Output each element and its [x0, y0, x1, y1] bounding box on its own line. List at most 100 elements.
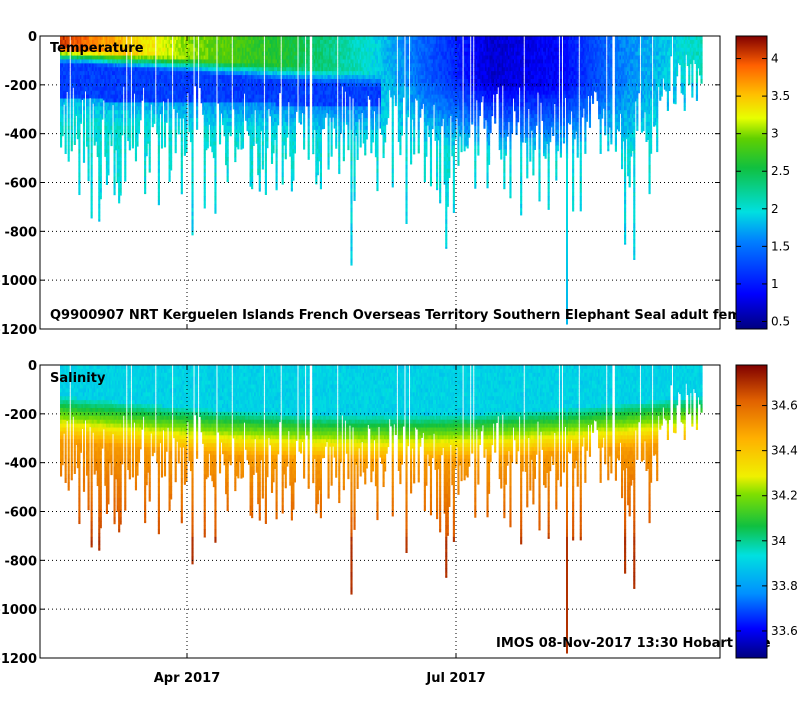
temperature-cell: [78, 134, 80, 138]
temperature-cell: [153, 59, 155, 63]
temperature-cell: [170, 141, 172, 145]
temperature-cell: [335, 141, 337, 145]
temperature-cell: [303, 91, 305, 95]
temperature-cell: [343, 126, 345, 130]
temperature-cell: [259, 173, 261, 177]
temperature-cell: [214, 169, 216, 173]
temperature-cell: [265, 181, 267, 185]
temperature-cell: [191, 99, 193, 103]
temperature-cell: [262, 145, 264, 149]
temperature-cell: [71, 149, 73, 151]
temperature-cell: [262, 36, 264, 40]
temperature-cell: [165, 102, 167, 106]
temperature-cell: [98, 200, 100, 204]
temperature-cell: [286, 110, 288, 114]
temperature-cell: [153, 44, 155, 48]
temperature-cell: [343, 141, 345, 145]
temperature-cell: [286, 106, 288, 110]
temperature-cell: [71, 141, 73, 145]
temperature-cell: [320, 141, 322, 145]
temperature-cell: [91, 196, 93, 200]
temperature-cell: [139, 106, 141, 110]
temperature-cell: [71, 102, 73, 106]
temperature-cell: [62, 110, 64, 114]
temperature-cell: [124, 114, 126, 118]
temperature-cell: [68, 56, 70, 60]
temperature-cell: [62, 126, 64, 130]
temperature-cell: [207, 145, 209, 148]
temperature-cell: [101, 118, 103, 120]
temperature-cell: [60, 138, 62, 142]
temperature-cell: [328, 161, 330, 165]
temperature-cell: [100, 196, 102, 199]
temperature-cell: [83, 134, 85, 138]
temperature-cell: [144, 157, 146, 161]
temperature-cell: [282, 157, 284, 161]
temperature-cell: [129, 79, 131, 83]
temperature-cell: [132, 102, 134, 106]
temperature-cell: [340, 122, 342, 126]
temperature-cell: [347, 138, 349, 142]
temperature-cell: [214, 196, 216, 200]
temperature-cell: [100, 192, 102, 196]
temperature-cell: [350, 134, 352, 138]
temperature-cell: [343, 138, 345, 142]
temperature-cell: [340, 110, 342, 114]
temperature-cell: [335, 118, 337, 122]
temperature-cell: [100, 161, 102, 165]
temperature-cell: [196, 52, 198, 56]
temperature-cell: [350, 208, 352, 212]
temperature-cell: [259, 141, 261, 145]
temperature-cell: [295, 67, 297, 71]
temperature-cell: [308, 102, 310, 106]
temperature-cell: [338, 138, 340, 142]
temperature-cell: [164, 141, 166, 145]
temperature-cell: [259, 138, 261, 142]
temperature-cell: [253, 110, 255, 114]
temperature-cell: [338, 149, 340, 153]
temperature-cell: [214, 212, 216, 214]
temperature-cell: [276, 188, 278, 190]
temperature-cell: [286, 122, 288, 126]
temperature-cell: [153, 71, 155, 75]
temperature-cell: [350, 239, 352, 243]
temperature-cell: [295, 71, 297, 75]
temperature-cell: [308, 95, 310, 99]
temperature-cell: [242, 126, 244, 130]
temperature-cell: [141, 99, 143, 101]
temperature-cell: [357, 138, 359, 142]
temperature-cell: [196, 110, 198, 114]
temperature-cell: [214, 67, 216, 71]
temperature-cell: [129, 118, 131, 122]
temperature-panel: 0-200-400-600-800-1000-1200 Temperature …: [0, 30, 790, 338]
temperature-cell: [120, 169, 122, 173]
temperature-cell: [350, 255, 352, 259]
temperature-cell: [153, 91, 155, 95]
temperature-cell: [124, 169, 126, 173]
temperature-cell: [170, 99, 172, 103]
temperature-cell: [191, 118, 193, 122]
temperature-cell: [338, 161, 340, 165]
temperature-cell: [158, 173, 160, 177]
temperature-cell: [88, 161, 90, 165]
temperature-cell: [292, 157, 294, 161]
temperature-cell: [266, 138, 268, 142]
temperature-cell: [308, 122, 310, 126]
temperature-cell: [153, 63, 155, 67]
temperature-cell: [295, 91, 297, 95]
temperature-cell: [277, 106, 279, 110]
temperature-cell: [80, 122, 82, 124]
temperature-cell: [230, 83, 232, 87]
temperature-cell: [74, 118, 76, 122]
temperature-cell: [80, 110, 82, 114]
temperature-cell: [286, 134, 288, 138]
temperature-cell: [285, 141, 287, 145]
temperature-cell: [83, 157, 85, 161]
temperature-cell: [114, 157, 116, 161]
temperature-cell: [262, 67, 264, 71]
temperature-cell: [242, 145, 244, 148]
temperature-cell: [294, 138, 296, 142]
temperature-cell: [204, 169, 206, 173]
temperature-cell: [121, 110, 123, 114]
temperature-cell: [303, 99, 305, 103]
